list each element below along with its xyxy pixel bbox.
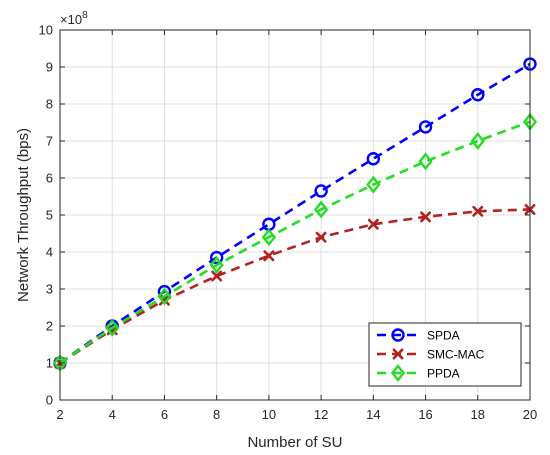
data-point bbox=[470, 132, 485, 150]
x-tick-label: 6 bbox=[161, 407, 168, 422]
y-exponent-power: 8 bbox=[82, 10, 88, 21]
data-point bbox=[313, 200, 329, 219]
x-tick-label: 4 bbox=[109, 407, 116, 422]
legend-label: SPDA bbox=[427, 329, 460, 343]
y-tick-label: 3 bbox=[46, 282, 53, 297]
y-tick-label: 1 bbox=[46, 356, 53, 371]
data-point bbox=[367, 218, 379, 230]
y-tick-label: 10 bbox=[39, 23, 53, 38]
legend-item: SMC-MAC bbox=[377, 348, 485, 362]
series-line bbox=[59, 120, 531, 365]
x-tick-label: 8 bbox=[213, 407, 220, 422]
series-line bbox=[59, 62, 531, 365]
data-point bbox=[471, 88, 485, 102]
legend-marker bbox=[391, 328, 405, 342]
x-tick-label: 12 bbox=[314, 407, 328, 422]
data-point bbox=[263, 250, 275, 262]
legend-marker bbox=[392, 348, 404, 360]
data-point bbox=[211, 270, 223, 282]
data-point bbox=[420, 211, 432, 223]
x-axis-label: Number of SU bbox=[247, 434, 342, 451]
y-tick-label: 6 bbox=[46, 171, 53, 186]
data-point bbox=[105, 318, 120, 337]
legend-item: SPDA bbox=[377, 328, 460, 343]
legend-marker bbox=[390, 364, 406, 382]
y-tick-label: 9 bbox=[46, 60, 53, 75]
legend-label: PPDA bbox=[427, 367, 460, 381]
data-point bbox=[209, 256, 224, 274]
data-point bbox=[418, 120, 433, 134]
data-point bbox=[209, 250, 224, 265]
series-line bbox=[59, 208, 531, 365]
x-tick-label: 2 bbox=[56, 407, 63, 422]
y-exponent-base: ×10 bbox=[60, 12, 82, 27]
data-point bbox=[157, 287, 172, 306]
y-tick-label: 2 bbox=[46, 319, 53, 334]
y-tick-label: 5 bbox=[46, 208, 53, 223]
y-tick-label: 0 bbox=[46, 393, 53, 408]
data-point bbox=[366, 175, 381, 194]
legend-item: PPDA bbox=[377, 364, 460, 382]
data-point bbox=[315, 231, 327, 243]
series-ppda bbox=[52, 112, 538, 372]
data-point bbox=[366, 152, 381, 166]
x-tick-label: 18 bbox=[471, 407, 485, 422]
y-tick-label: 8 bbox=[46, 97, 53, 112]
x-tick-label: 16 bbox=[418, 407, 432, 422]
legend-label: SMC-MAC bbox=[427, 348, 485, 362]
y-tick-label: 4 bbox=[46, 245, 53, 260]
data-point bbox=[472, 205, 484, 217]
x-tick-label: 14 bbox=[366, 407, 380, 422]
data-point bbox=[314, 184, 328, 198]
data-point bbox=[418, 152, 433, 171]
legend: SPDA SMC-MAC PPDA bbox=[368, 322, 522, 387]
y-exponent-label: ×108 bbox=[60, 10, 88, 27]
y-axis-label: Network Throughput (bps) bbox=[15, 128, 32, 302]
x-tick-label: 20 bbox=[523, 407, 537, 422]
data-point bbox=[261, 228, 277, 247]
x-tick-label: 10 bbox=[262, 407, 276, 422]
y-tick-label: 7 bbox=[46, 134, 53, 149]
